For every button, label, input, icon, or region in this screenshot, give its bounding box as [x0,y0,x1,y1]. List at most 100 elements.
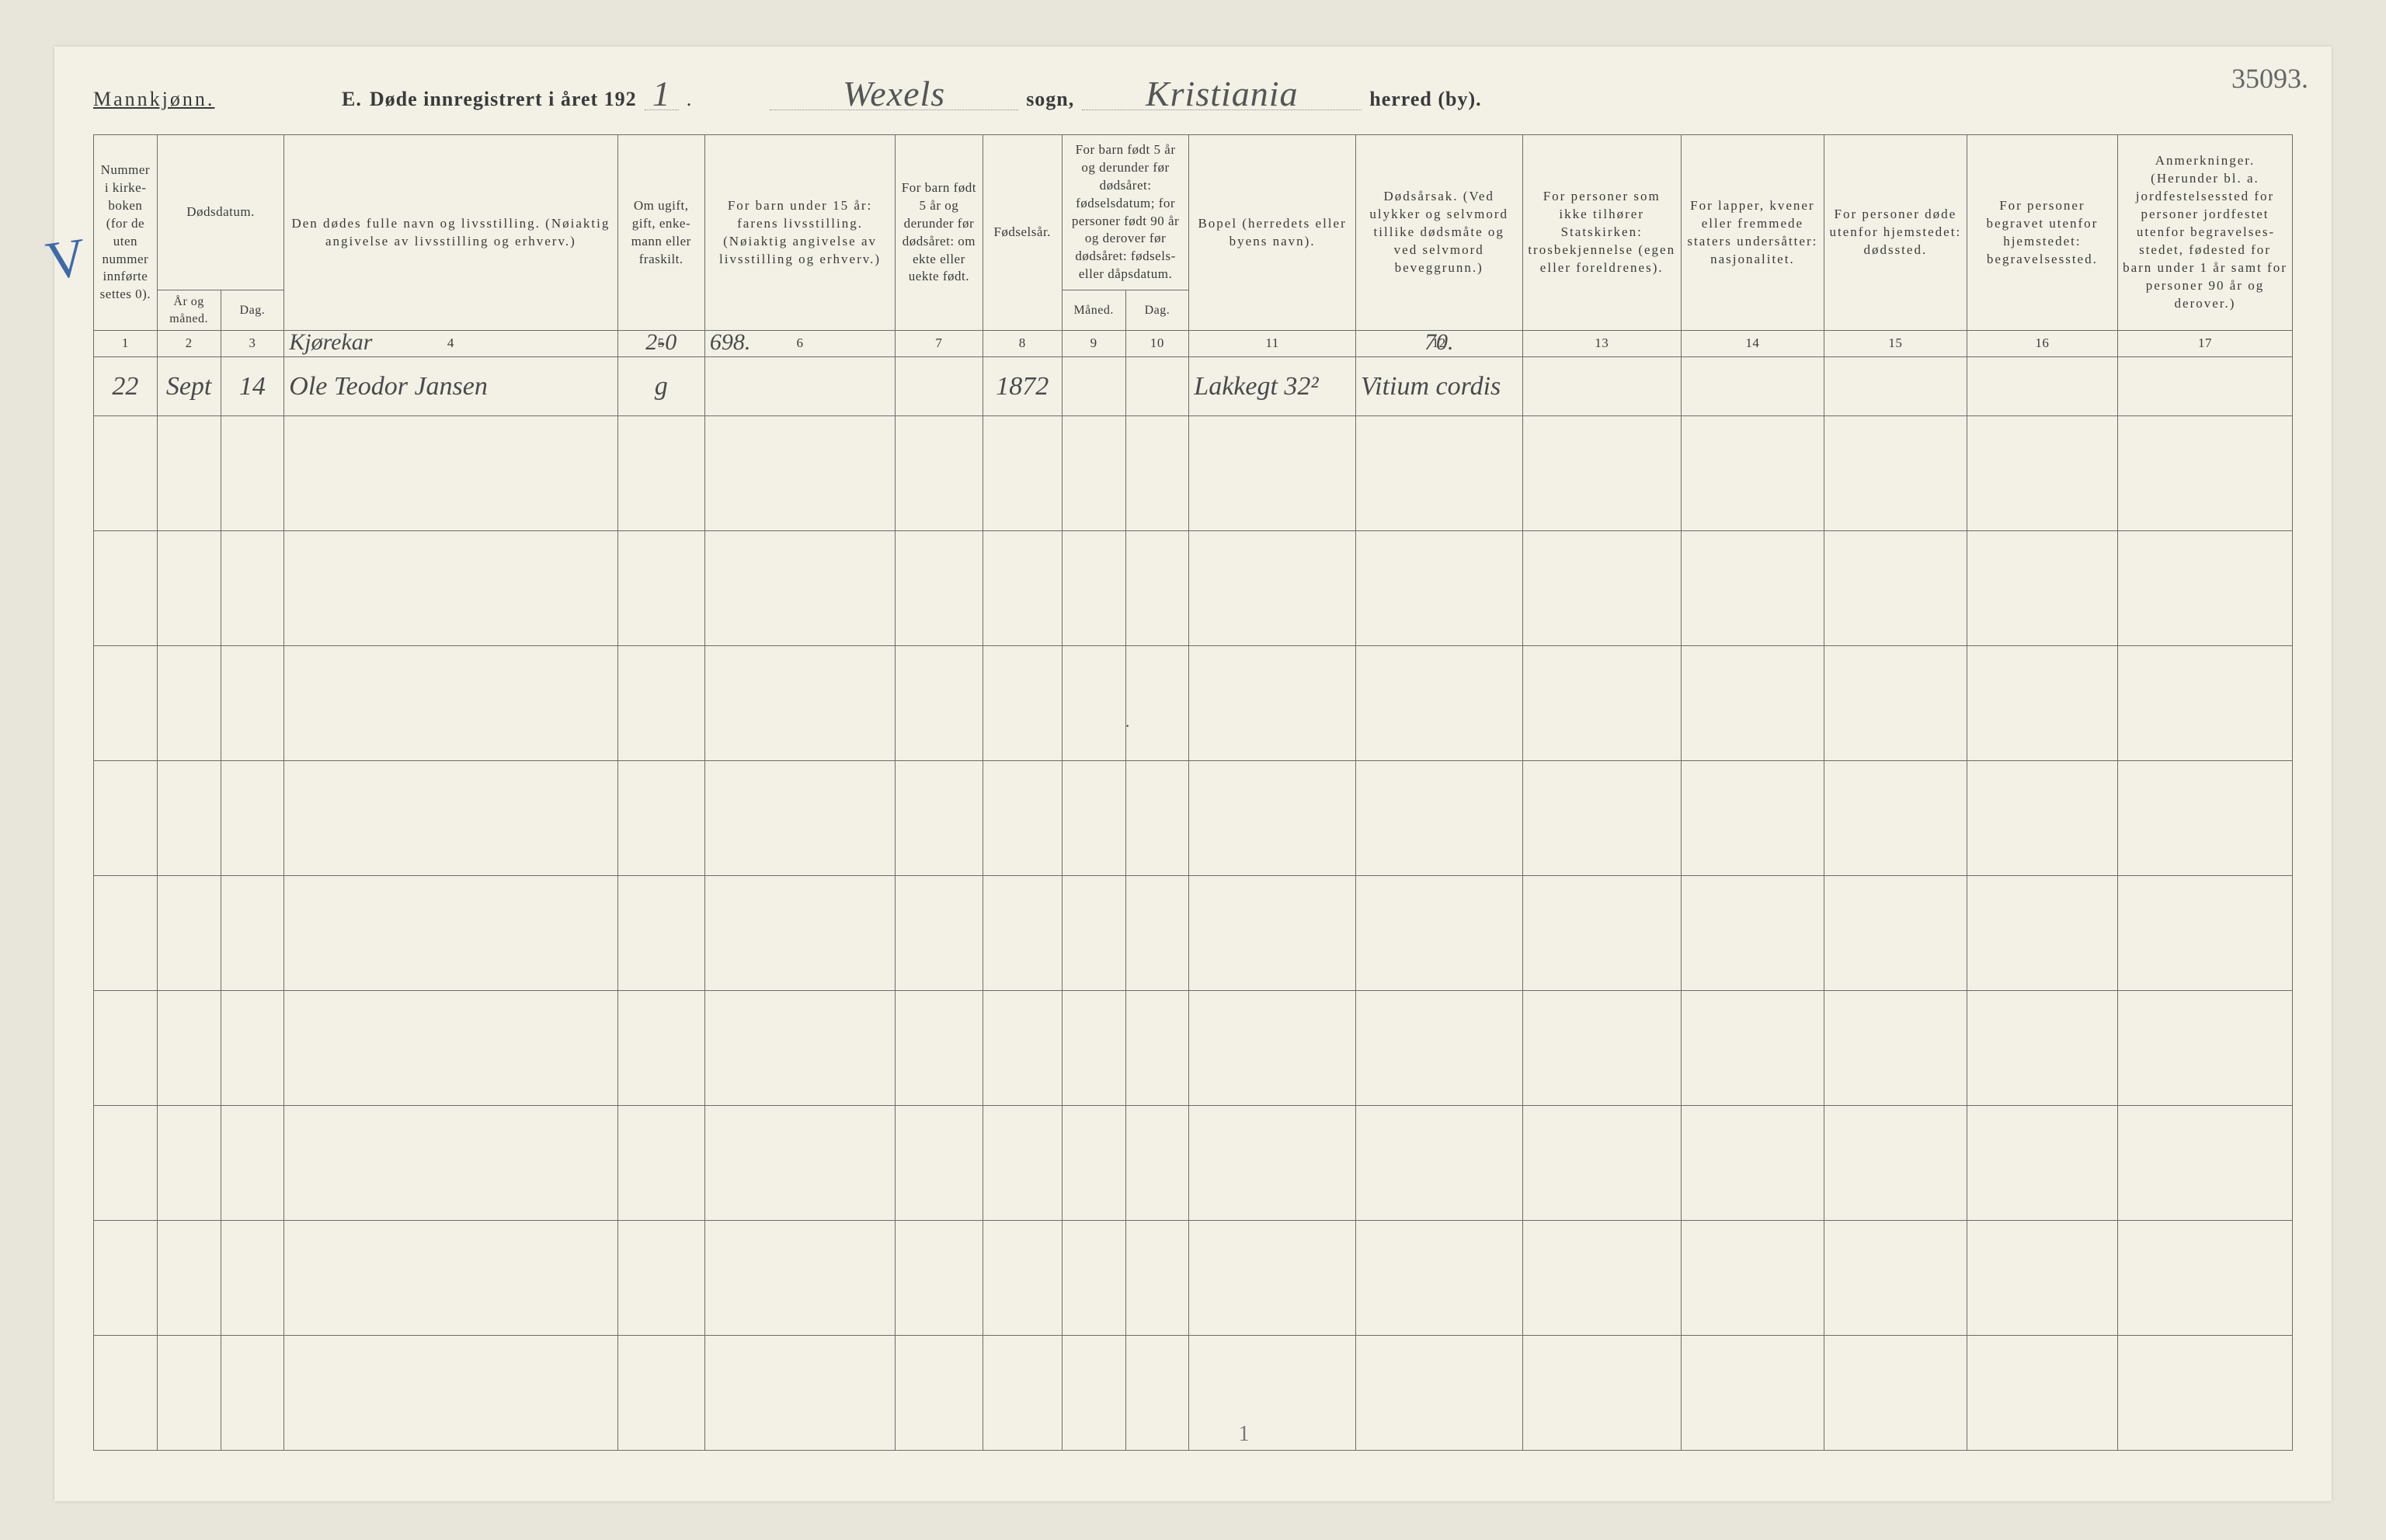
empty-cell [1355,1336,1522,1451]
register-table: Nummer i kirke­boken (for de uten nummer… [93,134,2293,1451]
empty-cell [1824,1221,1967,1336]
cell-day: 14 [221,357,284,416]
col-header: Den dødes fulle navn og livsstilling. (N… [284,135,617,331]
empty-cell [157,761,221,876]
empty-cell [896,1106,983,1221]
empty-cell [617,646,704,761]
empty-cell [1967,1106,2117,1221]
cell-father: 698. [704,357,895,416]
title-prefix: E. [342,88,362,111]
cell-faith [1522,357,1681,416]
col-number: 11 [1189,331,1356,357]
empty-cell [157,1106,221,1221]
empty-cell [1062,876,1125,991]
empty-cell [704,1336,895,1451]
empty-cell [221,761,284,876]
sogn-label: sogn, [1026,88,1074,111]
empty-cell [284,1336,617,1451]
col-header: For barn under 15 år: farens livsstillin… [704,135,895,331]
empty-cell [157,416,221,531]
col-header: År og måned. [157,290,221,331]
register-page: 35093. Mannkjønn. E. Døde innregistrert … [54,47,2332,1501]
empty-cell [1681,1106,1824,1221]
empty-cell [2117,1221,2292,1336]
empty-cell [896,416,983,531]
empty-cell [94,1221,158,1336]
empty-cell [1522,1221,1681,1336]
cell-birth-month [1062,357,1125,416]
empty-cell [1062,416,1125,531]
empty-cell [1967,761,2117,876]
herred-handwritten: Kristiania [1082,78,1362,110]
empty-cell [1355,761,1522,876]
title-main: Døde innregistrert i året 192 [370,88,637,111]
empty-cell [284,416,617,531]
col-header: For lapper, kvener eller fremmede stater… [1681,135,1824,331]
empty-cell [896,531,983,646]
empty-cell [1125,646,1189,761]
table-row [94,761,2293,876]
empty-cell [1824,1336,1967,1451]
col-number: 2 [157,331,221,357]
cell-birth-day [1125,357,1189,416]
empty-cell [94,761,158,876]
cell-nationality [1681,357,1824,416]
col-number: 9 [1062,331,1125,357]
empty-cell [94,646,158,761]
cell-number: 22 [94,357,158,416]
empty-cell [1522,761,1681,876]
empty-cell [284,876,617,991]
empty-cell [896,761,983,876]
empty-cell [221,531,284,646]
empty-cell [1967,646,2117,761]
empty-cell [617,991,704,1106]
empty-cell [1824,646,1967,761]
col-number: 16 [1967,331,2117,357]
empty-cell [157,531,221,646]
empty-cell [704,531,895,646]
empty-cell [1125,531,1189,646]
empty-cell [1824,761,1967,876]
col-group-barn5: For barn født 5 år og der­under før døds… [1062,135,1189,290]
empty-cell [221,876,284,991]
empty-cell [2117,531,2292,646]
empty-cell [221,1336,284,1451]
empty-cell [94,1106,158,1221]
empty-cell [1824,876,1967,991]
table-header: Nummer i kirke­boken (for de uten nummer… [94,135,2293,357]
table-row [94,1221,2293,1336]
empty-cell [2117,761,2292,876]
empty-cell [1967,1336,2117,1451]
empty-cell [983,531,1062,646]
empty-cell [1355,646,1522,761]
empty-cell [1189,416,1356,531]
check-mark: V [43,227,90,294]
col-header: Måned. [1062,290,1125,331]
empty-cell [221,1221,284,1336]
table-body: 22 Sept 14 Kjørekar Ole Teodor Jansen 2-… [94,357,2293,1451]
empty-cell [1967,416,2117,531]
empty-cell [896,1336,983,1451]
empty-cell [284,646,617,761]
empty-cell [1062,531,1125,646]
empty-cell [2117,646,2292,761]
table-row [94,991,2293,1106]
empty-cell [94,991,158,1106]
empty-cell [1125,1336,1189,1451]
empty-cell [284,991,617,1106]
cell-death-place [1824,357,1967,416]
table-row [94,646,2293,761]
empty-cell [1355,416,1522,531]
empty-cell [1355,1221,1522,1336]
empty-cell [1967,876,2117,991]
empty-cell [284,1221,617,1336]
empty-cell [1125,761,1189,876]
empty-cell [1681,1221,1824,1336]
empty-cell [284,1106,617,1221]
cell-month: Sept [157,357,221,416]
table-row [94,1336,2293,1451]
empty-cell [1355,991,1522,1106]
empty-cell [1125,1106,1189,1221]
empty-cell [1522,1336,1681,1451]
empty-cell [1681,1336,1824,1451]
